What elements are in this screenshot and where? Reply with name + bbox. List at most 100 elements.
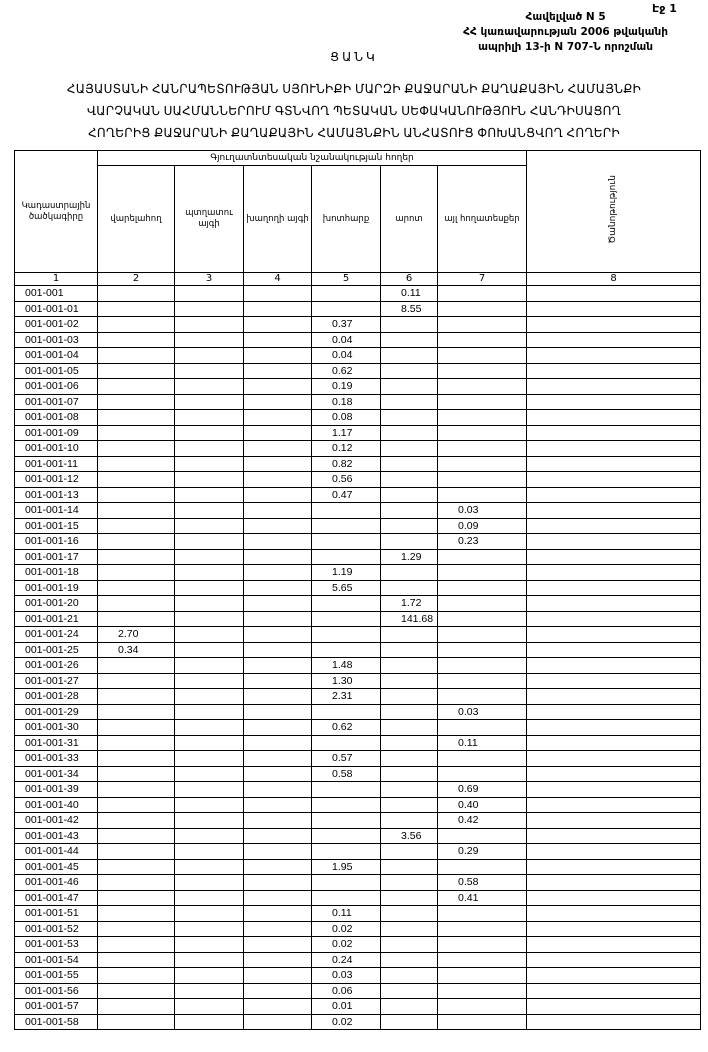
- note-cell: [526, 858, 702, 875]
- area-cell: [97, 936, 175, 953]
- table-row: 001-001-51 0.11: [14, 905, 702, 922]
- land-table: Կադաստրային ծածկագիրը Գյուղատնտեսական նշ…: [14, 150, 702, 1030]
- cadastral-code-cell: 001-001-14: [14, 502, 98, 519]
- cadastral-code-cell: 001-001-25: [14, 641, 98, 658]
- table-row: 001-001-21 141.68: [14, 610, 702, 627]
- note-cell: [526, 703, 702, 720]
- area-cell: 0.08: [311, 409, 381, 426]
- area-cell: [380, 331, 438, 348]
- table-row: 001-001-56 0.06: [14, 982, 702, 999]
- area-cell: [174, 998, 244, 1015]
- area-cell: [174, 502, 244, 519]
- area-cell: [174, 533, 244, 550]
- area-cell: 0.40: [436, 796, 528, 813]
- table-row: 001-001-04 0.04: [14, 347, 702, 364]
- area-cell: 0.62: [311, 719, 381, 736]
- cadastral-code-cell: 001-001-30: [14, 719, 98, 736]
- area-cell: [380, 502, 438, 519]
- note-cell: [526, 781, 702, 798]
- area-cell: [97, 951, 175, 968]
- area-cell: [380, 409, 438, 426]
- area-cell: [174, 734, 244, 751]
- header-orchard: պտղատու այգի: [174, 165, 244, 273]
- area-cell: [174, 688, 244, 705]
- area-cell: [97, 781, 175, 798]
- area-cell: [311, 300, 381, 317]
- cadastral-code-cell: 001-001-29: [14, 703, 98, 720]
- cadastral-code-cell: 001-001-39: [14, 781, 98, 798]
- area-cell: [174, 812, 244, 829]
- area-cell: [174, 409, 244, 426]
- note-cell: [526, 688, 702, 705]
- area-cell: [311, 517, 381, 534]
- area-cell: [436, 486, 528, 503]
- area-cell: [380, 688, 438, 705]
- area-cell: [174, 440, 244, 457]
- table-row: 001-001-16 0.23: [14, 533, 702, 550]
- area-cell: [380, 316, 438, 333]
- area-cell: [174, 362, 244, 379]
- cadastral-code-cell: 001-001-19: [14, 579, 98, 596]
- area-cell: [311, 548, 381, 565]
- table-row: 001-001-57 0.01: [14, 998, 702, 1015]
- area-cell: [380, 858, 438, 875]
- area-cell: 8.55: [380, 300, 438, 317]
- note-cell: [526, 827, 702, 844]
- area-cell: [243, 998, 312, 1015]
- table-row: 001-001-58 0.02: [14, 1013, 702, 1030]
- area-cell: [436, 331, 528, 348]
- area-cell: 0.01: [311, 998, 381, 1015]
- area-cell: [380, 486, 438, 503]
- area-cell: [97, 564, 175, 581]
- area-cell: [436, 626, 528, 643]
- area-cell: [97, 409, 175, 426]
- cadastral-code-cell: 001-001-01: [14, 300, 98, 317]
- area-cell: [436, 610, 528, 627]
- note-cell: [526, 750, 702, 767]
- cadastral-code-cell: 001-001-02: [14, 316, 98, 333]
- note-cell: [526, 579, 702, 596]
- area-cell: [97, 300, 175, 317]
- area-cell: [380, 657, 438, 674]
- area-cell: [174, 548, 244, 565]
- area-cell: [97, 982, 175, 999]
- header-cadastral-code: Կադաստրային ծածկագիրը: [14, 150, 98, 273]
- area-cell: [97, 517, 175, 534]
- area-cell: [436, 471, 528, 488]
- area-cell: [174, 517, 244, 534]
- note-cell: [526, 424, 702, 441]
- area-cell: [97, 610, 175, 627]
- cadastral-code-cell: 001-001-52: [14, 920, 98, 937]
- cadastral-code-cell: 001-001-05: [14, 362, 98, 379]
- area-cell: [174, 316, 244, 333]
- area-cell: [243, 1013, 312, 1030]
- note-cell: [526, 626, 702, 643]
- cadastral-code-cell: 001-001-43: [14, 827, 98, 844]
- area-cell: [243, 331, 312, 348]
- area-cell: [243, 610, 312, 627]
- area-cell: [436, 920, 528, 937]
- area-cell: 1.29: [380, 548, 438, 565]
- area-cell: [97, 502, 175, 519]
- area-cell: [311, 874, 381, 891]
- page-number: Էջ 1: [652, 2, 677, 15]
- area-cell: [436, 595, 528, 612]
- area-cell: [243, 564, 312, 581]
- area-cell: [380, 843, 438, 860]
- column-number: 2: [97, 272, 175, 286]
- table-row: 001-001-33 0.57: [14, 750, 702, 767]
- note-cell: [526, 998, 702, 1015]
- area-cell: [243, 471, 312, 488]
- area-cell: [436, 719, 528, 736]
- table-row: 001-001-20 1.72: [14, 595, 702, 612]
- note-cell: [526, 502, 702, 519]
- area-cell: 0.62: [311, 362, 381, 379]
- area-cell: 0.12: [311, 440, 381, 457]
- area-cell: [97, 967, 175, 984]
- area-cell: 0.58: [436, 874, 528, 891]
- note-cell: [526, 610, 702, 627]
- header-pasture: արոտ: [380, 165, 438, 273]
- area-cell: [97, 703, 175, 720]
- note-cell: [526, 982, 702, 999]
- area-cell: [436, 765, 528, 782]
